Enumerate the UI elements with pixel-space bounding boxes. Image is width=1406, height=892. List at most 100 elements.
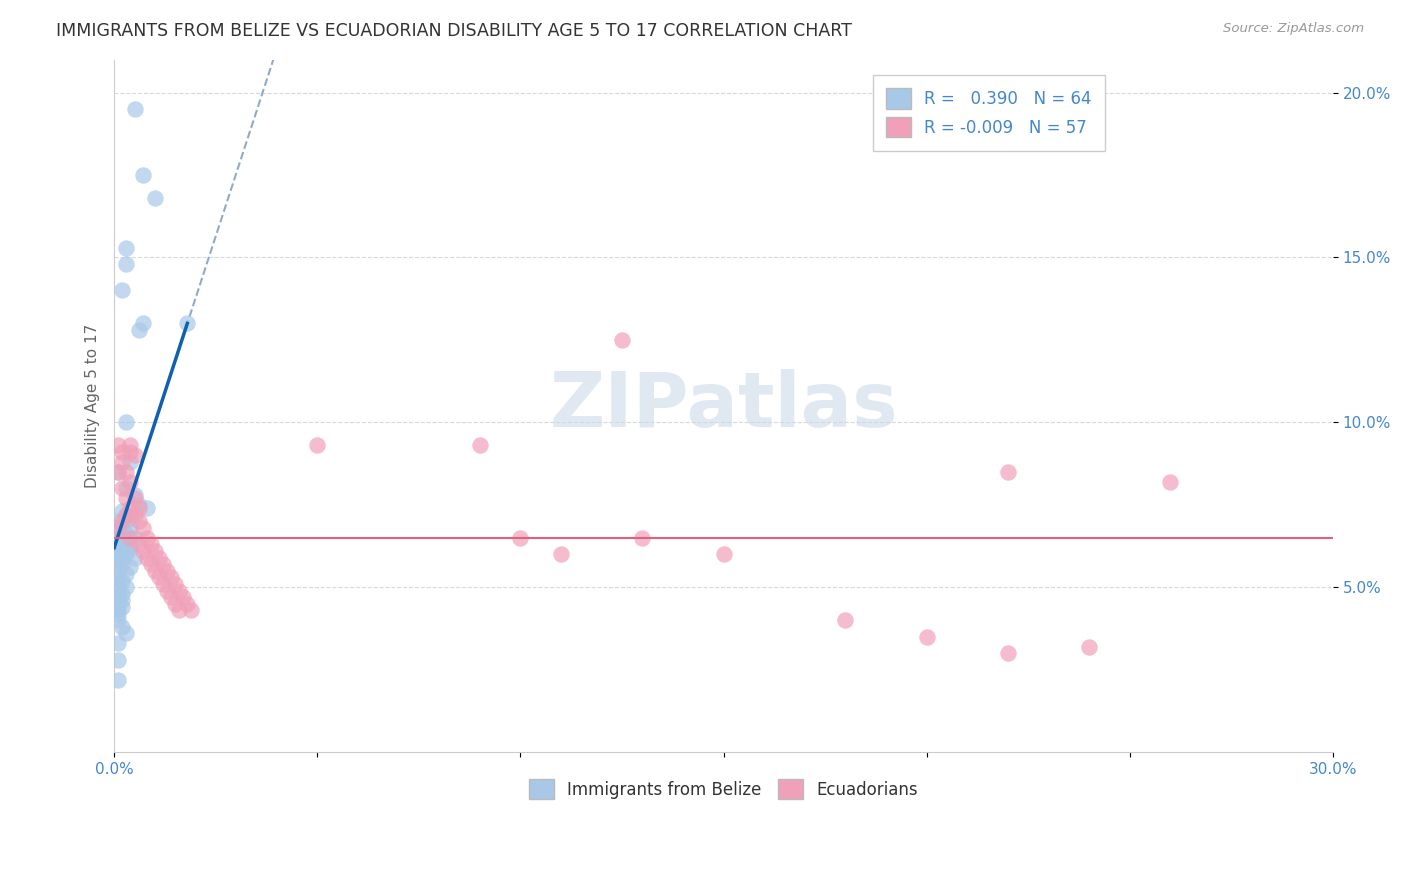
- Point: [167, 583, 190, 598]
- Point: [111, 284, 134, 298]
- Point: [120, 501, 142, 516]
- Point: [148, 570, 170, 584]
- Point: [111, 600, 134, 615]
- Point: [131, 317, 153, 331]
- Point: [107, 465, 129, 479]
- Point: [107, 514, 129, 528]
- Point: [124, 550, 146, 565]
- Point: [165, 577, 187, 591]
- Point: [107, 534, 129, 549]
- Point: [115, 241, 138, 255]
- Point: [111, 504, 134, 518]
- Point: [120, 537, 142, 551]
- Point: [135, 531, 157, 545]
- Point: [111, 620, 134, 634]
- Point: [111, 587, 134, 601]
- Point: [107, 583, 129, 598]
- Point: [1159, 475, 1181, 489]
- Point: [120, 445, 142, 459]
- Point: [128, 498, 150, 512]
- Point: [107, 636, 129, 650]
- Point: [139, 557, 162, 571]
- Point: [111, 593, 134, 607]
- Text: IMMIGRANTS FROM BELIZE VS ECUADORIAN DISABILITY AGE 5 TO 17 CORRELATION CHART: IMMIGRANTS FROM BELIZE VS ECUADORIAN DIS…: [56, 22, 852, 40]
- Point: [307, 438, 329, 452]
- Point: [107, 603, 129, 617]
- Point: [107, 527, 129, 541]
- Point: [107, 544, 129, 558]
- Point: [111, 531, 134, 545]
- Point: [713, 547, 735, 561]
- Point: [107, 570, 129, 584]
- Y-axis label: Disability Age 5 to 17: Disability Age 5 to 17: [86, 324, 100, 488]
- Point: [111, 514, 134, 528]
- Point: [107, 524, 129, 539]
- Point: [107, 547, 129, 561]
- Point: [124, 531, 146, 545]
- Point: [143, 564, 166, 578]
- Point: [115, 481, 138, 495]
- Point: [107, 577, 129, 591]
- Point: [124, 491, 146, 506]
- Point: [172, 590, 194, 604]
- Point: [167, 603, 190, 617]
- Point: [115, 626, 138, 640]
- Point: [111, 550, 134, 565]
- Point: [115, 491, 138, 506]
- Point: [107, 613, 129, 627]
- Point: [120, 541, 142, 555]
- Point: [128, 514, 150, 528]
- Point: [115, 508, 138, 522]
- Point: [143, 191, 166, 205]
- Point: [135, 501, 157, 516]
- Point: [107, 554, 129, 568]
- Point: [997, 465, 1019, 479]
- Point: [107, 465, 129, 479]
- Point: [115, 527, 138, 541]
- Point: [143, 544, 166, 558]
- Point: [131, 521, 153, 535]
- Point: [115, 416, 138, 430]
- Point: [120, 521, 142, 535]
- Point: [997, 646, 1019, 660]
- Point: [115, 534, 138, 549]
- Point: [165, 597, 187, 611]
- Point: [128, 501, 150, 516]
- Point: [115, 547, 138, 561]
- Point: [107, 438, 129, 452]
- Point: [115, 257, 138, 271]
- Point: [120, 438, 142, 452]
- Point: [131, 168, 153, 182]
- Point: [115, 514, 138, 528]
- Point: [124, 102, 146, 116]
- Point: [111, 481, 134, 495]
- Point: [468, 438, 491, 452]
- Point: [111, 524, 134, 539]
- Point: [152, 577, 174, 591]
- Point: [107, 673, 129, 687]
- Point: [834, 613, 856, 627]
- Point: [115, 465, 138, 479]
- Point: [139, 537, 162, 551]
- Point: [111, 574, 134, 588]
- Point: [107, 597, 129, 611]
- Point: [180, 603, 202, 617]
- Point: [120, 560, 142, 574]
- Point: [160, 590, 183, 604]
- Point: [120, 531, 142, 545]
- Point: [176, 317, 198, 331]
- Point: [915, 630, 938, 644]
- Point: [124, 508, 146, 522]
- Legend: Immigrants from Belize, Ecuadorians: Immigrants from Belize, Ecuadorians: [522, 772, 925, 806]
- Point: [128, 537, 150, 551]
- Point: [111, 517, 134, 532]
- Point: [124, 448, 146, 462]
- Point: [107, 537, 129, 551]
- Point: [156, 583, 179, 598]
- Point: [115, 508, 138, 522]
- Point: [550, 547, 572, 561]
- Point: [1078, 640, 1101, 654]
- Point: [509, 531, 531, 545]
- Point: [124, 488, 146, 502]
- Point: [152, 557, 174, 571]
